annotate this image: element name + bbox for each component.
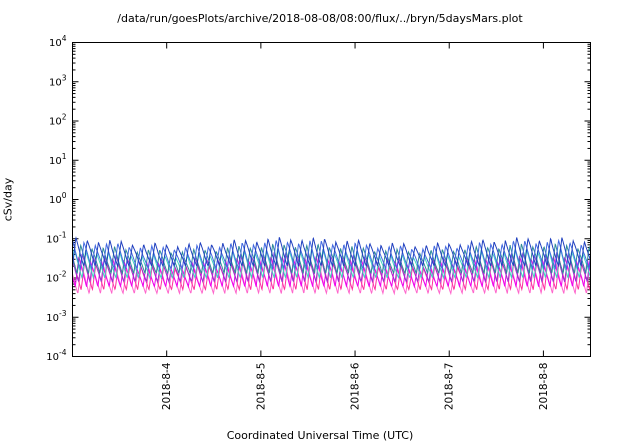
x-tick-label: 2018-8-8 (538, 363, 550, 411)
y-tick-label: 10-1 (46, 230, 66, 245)
x-axis-label: Coordinated Universal Time (UTC) (226, 429, 414, 442)
y-tick-label: 10-2 (46, 270, 66, 285)
series-line-flux-1 (72, 236, 591, 269)
y-tick-label: 102 (49, 113, 67, 128)
y-tick-label: 101 (49, 152, 67, 167)
x-tick-label: 2018-8-5 (255, 363, 267, 411)
y-tick-label: 10-3 (46, 309, 66, 324)
x-tick-label: 2018-8-4 (161, 362, 173, 410)
plot-border (72, 42, 591, 357)
series-line-flux-5 (72, 251, 591, 284)
x-tick-label: 2018-8-6 (350, 362, 362, 410)
y-tick-label: 103 (49, 73, 67, 88)
y-tick-label: 100 (49, 191, 67, 206)
x-tick-label: 2018-8-7 (444, 363, 456, 411)
y-tick-label: 10-4 (46, 348, 66, 363)
plot-title: /data/run/goesPlots/archive/2018-08-08/0… (117, 12, 523, 25)
y-axis-label: cSv/day (1, 177, 15, 222)
axes (72, 42, 591, 357)
y-tick-label: 104 (49, 34, 67, 49)
series-lines (72, 236, 591, 296)
series-line-flux-4 (72, 247, 591, 280)
